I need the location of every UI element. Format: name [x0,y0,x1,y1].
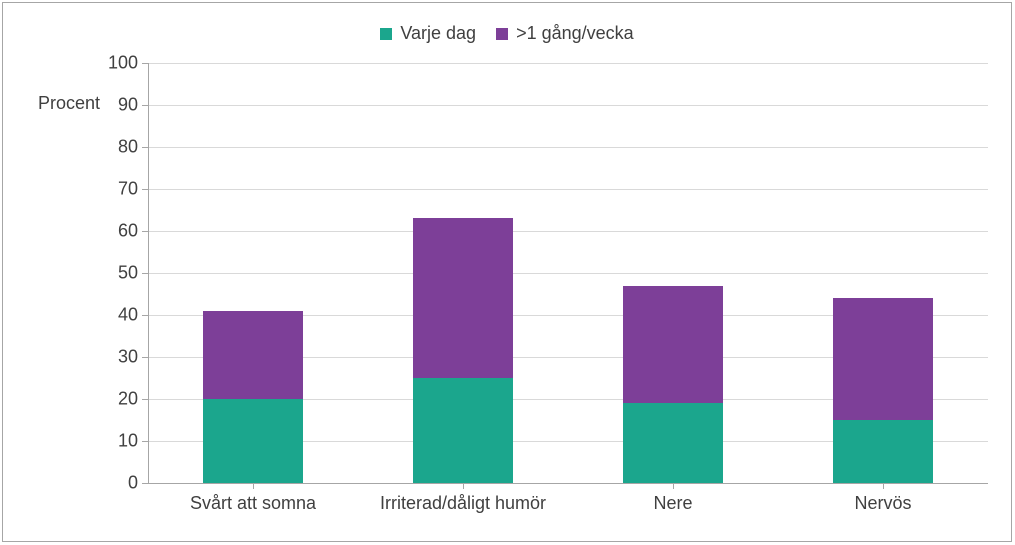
y-axis-line [148,63,149,483]
y-tick-label: 0 [128,473,138,494]
y-tick-label: 80 [118,137,138,158]
legend: Varje dag >1 gång/vecka [3,23,1011,45]
x-axis-line [148,483,988,484]
legend-swatch-1 [496,28,508,40]
bar-segment [833,420,934,483]
y-axis-title: Procent [38,93,100,114]
bar-segment [623,403,724,483]
chart-frame: Varje dag>1 gång/vecka Procent 010203040… [2,2,1012,542]
x-tick-mark [673,483,674,489]
plot-area: 0102030405060708090100Svårt att somnaIrr… [148,63,988,483]
y-tick-label: 20 [118,389,138,410]
y-tick-label: 50 [118,263,138,284]
legend-swatch-0 [380,28,392,40]
bar-segment [203,311,304,399]
y-tick-label: 90 [118,95,138,116]
legend-item-0: Varje dag [380,23,476,44]
legend-label-0: Varje dag [400,23,476,44]
y-tick-label: 30 [118,347,138,368]
x-tick-label: Irriterad/dåligt humör [380,493,546,514]
gridline [148,231,988,232]
x-tick-label: Nervös [854,493,911,514]
x-tick-label: Svårt att somna [190,493,316,514]
legend-label-1: >1 gång/vecka [516,23,634,44]
legend-item-1: >1 gång/vecka [496,23,634,44]
bar-segment [413,218,514,378]
y-tick-label: 70 [118,179,138,200]
x-tick-label: Nere [653,493,692,514]
bar-segment [203,399,304,483]
gridline [148,273,988,274]
y-tick-label: 40 [118,305,138,326]
gridline [148,147,988,148]
y-tick-label: 100 [108,53,138,74]
gridline [148,189,988,190]
gridline [148,105,988,106]
gridline [148,63,988,64]
bar-segment [413,378,514,483]
x-tick-mark [883,483,884,489]
y-tick-label: 60 [118,221,138,242]
bar-segment [623,286,724,404]
x-tick-mark [463,483,464,489]
y-tick-label: 10 [118,431,138,452]
x-tick-mark [253,483,254,489]
bar-segment [833,298,934,420]
